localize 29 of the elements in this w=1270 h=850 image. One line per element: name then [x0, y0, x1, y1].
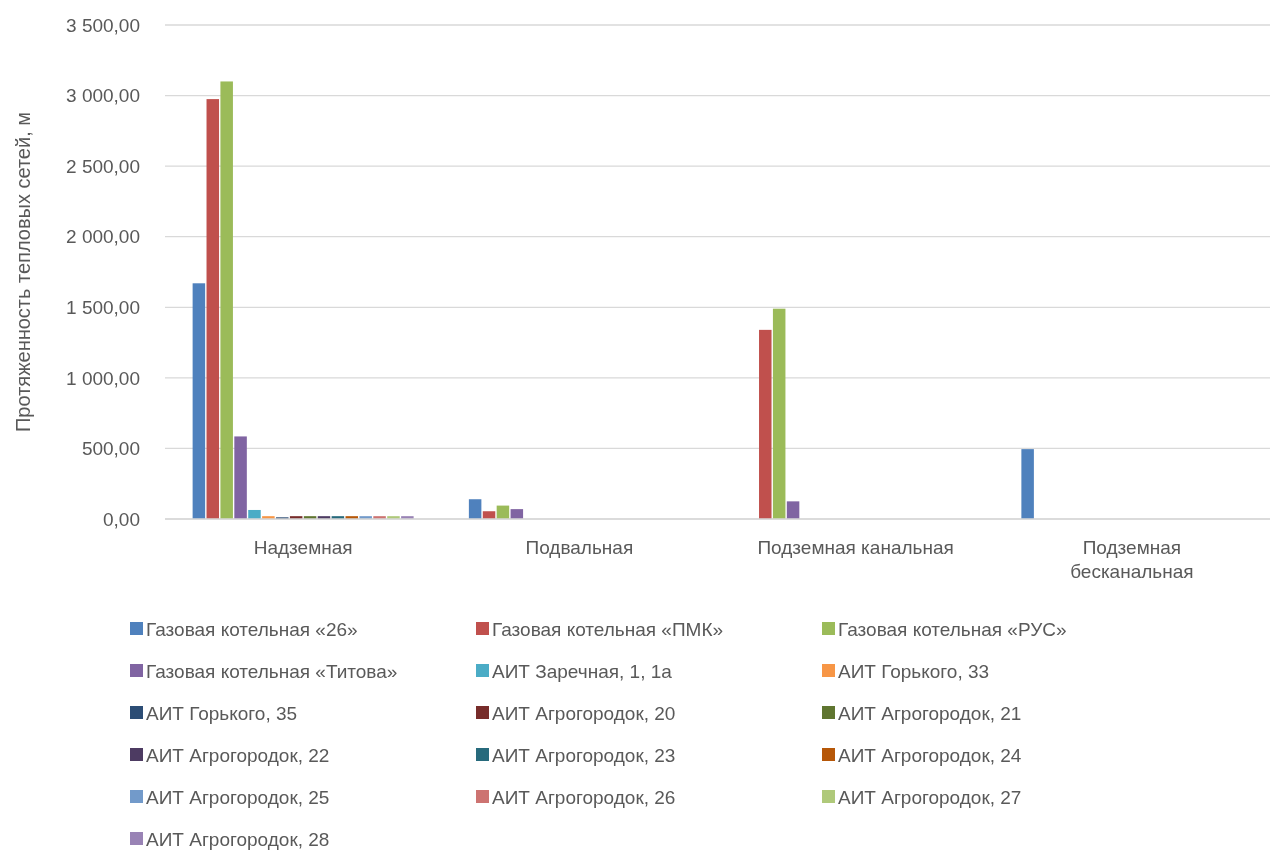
legend-label: Газовая котельная «Титова» — [146, 660, 398, 682]
y-tick-label: 1 000,00 — [66, 367, 140, 389]
legend-label: АИТ Агрогородок, 20 — [492, 702, 676, 724]
legend-label: АИТ Горького, 35 — [146, 702, 298, 724]
legend-label: Газовая котельная «ПМК» — [492, 618, 724, 640]
y-tick-label: 2 000,00 — [66, 226, 140, 248]
x-tick-label: Подземная бесканальная — [1070, 537, 1194, 582]
y-tick-label: 2 500,00 — [66, 155, 140, 177]
y-axis-title: Протяженность тепловых сетей, м — [12, 111, 34, 433]
legend-label: Газовая котельная «РУС» — [838, 618, 1067, 640]
y-tick-label: 500,00 — [81, 438, 140, 460]
legend-label: АИТ Агрогородок, 21 — [838, 702, 1022, 724]
legend-label: АИТ Агрогородок, 28 — [146, 828, 330, 850]
legend-label: АИТ Заречная, 1, 1а — [492, 660, 673, 682]
legend-label: АИТ Агрогородок, 25 — [146, 786, 330, 808]
legend-label: АИТ Горького, 33 — [838, 660, 990, 682]
y-tick-label: 3 500,00 — [66, 14, 140, 36]
y-tick-label: 3 000,00 — [66, 85, 140, 107]
legend-label: АИТ Агрогородок, 26 — [492, 786, 676, 808]
x-tick-label: Подземная канальная — [757, 537, 954, 558]
y-tick-label: 0,00 — [103, 508, 140, 530]
legend-label: АИТ Агрогородок, 24 — [838, 744, 1022, 766]
legend-label: АИТ Агрогородок, 23 — [492, 744, 676, 766]
y-tick-label: 1 500,00 — [66, 296, 140, 318]
x-tick-label: Надземная — [253, 537, 353, 558]
legend-label: АИТ Агрогородок, 27 — [838, 786, 1022, 808]
legend-label: АИТ Агрогородок, 22 — [146, 744, 330, 766]
x-tick-label: Подвальная — [525, 537, 634, 558]
legend-label: Газовая котельная «26» — [146, 618, 358, 640]
